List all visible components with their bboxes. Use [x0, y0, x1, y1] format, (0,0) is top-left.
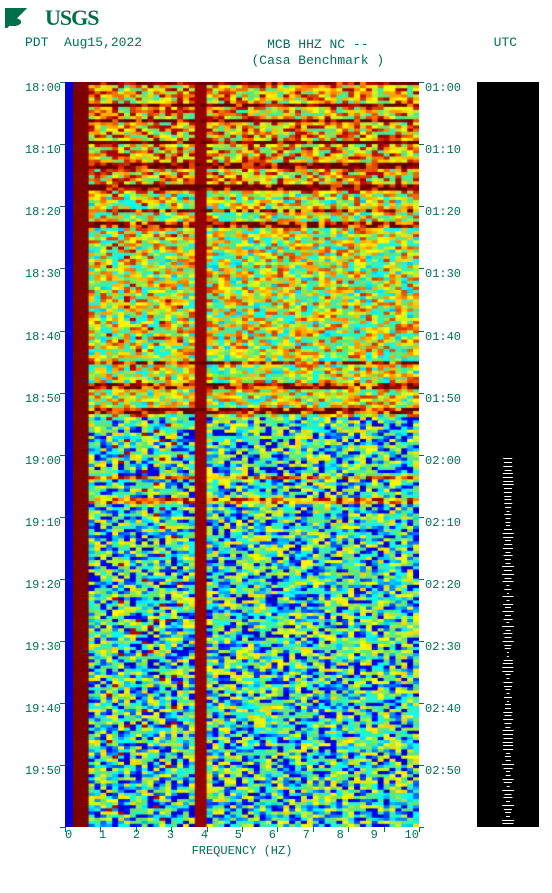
usgs-logo: USGS — [5, 5, 552, 31]
x-tick: 7 — [303, 828, 310, 842]
usgs-text: USGS — [45, 5, 98, 31]
plot-area: 18:00 18:10 18:20 18:30 18:40 18:50 19:00 19:10… — [5, 72, 545, 862]
x-tick: 0 — [65, 828, 72, 842]
side-waveform-panel — [477, 82, 539, 827]
y-tick-pdt: 19:40 — [17, 703, 61, 715]
y-tick-utc: 02:00 — [425, 455, 469, 467]
y-tick-utc: 01:40 — [425, 331, 469, 343]
x-tick: 6 — [269, 828, 276, 842]
station-title: MCB HHZ NC -- (Casa Benchmark ) — [252, 37, 385, 68]
y-axis-pdt: 18:00 18:10 18:20 18:30 18:40 18:50 19:00 19:10… — [17, 82, 61, 827]
x-tick: 9 — [371, 828, 378, 842]
y-tick-utc: 02:30 — [425, 641, 469, 653]
plot-header: PDT Aug15,2022 MCB HHZ NC -- (Casa Bench… — [5, 35, 552, 68]
y-tick-utc: 01:00 — [425, 82, 469, 94]
y-tick-pdt: 18:20 — [17, 206, 61, 218]
y-tick-pdt: 19:20 — [17, 579, 61, 591]
y-tick-utc: 01:50 — [425, 393, 469, 405]
tz-left-label: PDT Aug15,2022 — [25, 35, 142, 68]
usgs-wave-icon — [5, 8, 41, 28]
x-tick: 5 — [235, 828, 242, 842]
spectrogram-canvas — [65, 82, 419, 827]
x-tick: 8 — [337, 828, 344, 842]
time-strip — [65, 82, 73, 827]
x-axis-label: FREQUENCY (HZ) — [65, 844, 419, 858]
y-tick-utc: 02:40 — [425, 703, 469, 715]
y-tick-pdt: 18:30 — [17, 268, 61, 280]
y-tick-utc: 02:10 — [425, 517, 469, 529]
y-tick-pdt: 19:00 — [17, 455, 61, 467]
y-tick-pdt: 18:50 — [17, 393, 61, 405]
y-tick-pdt: 18:10 — [17, 144, 61, 156]
y-tick-pdt: 18:00 — [17, 82, 61, 94]
y-tick-pdt: 18:40 — [17, 331, 61, 343]
x-tick: 10 — [405, 828, 419, 842]
y-tick-utc: 01:30 — [425, 268, 469, 280]
y-tick-utc: 02:20 — [425, 579, 469, 591]
y-tick-utc: 01:10 — [425, 144, 469, 156]
y-tick-pdt: 19:30 — [17, 641, 61, 653]
y-axis-utc: 01:00 01:10 01:20 01:30 01:40 01:50 02:00 02:10… — [425, 82, 469, 827]
tz-right-label: UTC — [494, 35, 517, 68]
y-tick-utc: 01:20 — [425, 206, 469, 218]
y-tick-pdt: 19:10 — [17, 517, 61, 529]
y-tick-utc: 02:50 — [425, 765, 469, 777]
y-tick-pdt: 19:50 — [17, 765, 61, 777]
